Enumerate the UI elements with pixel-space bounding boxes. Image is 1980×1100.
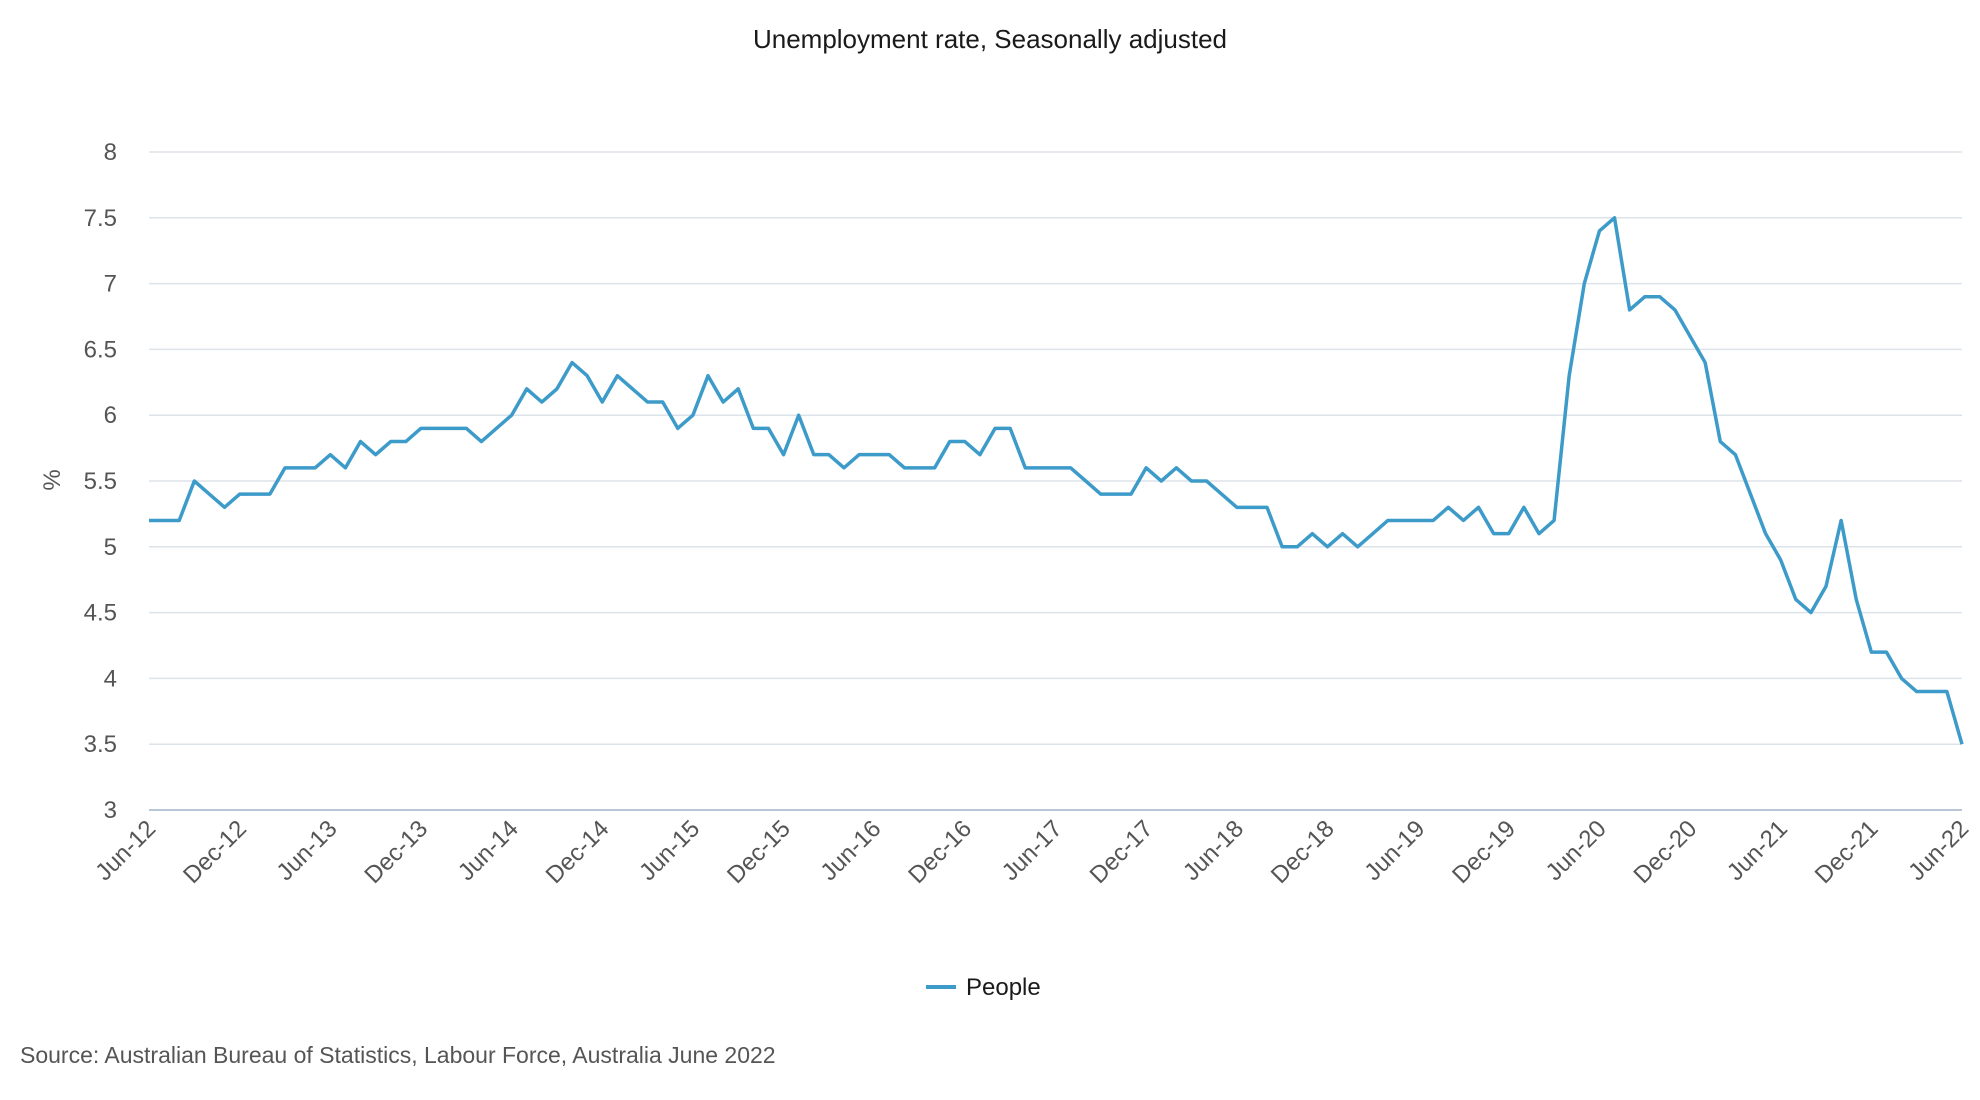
gridlines — [149, 151, 1962, 811]
x-axis-ticks: Jun-12 Dec-12 Jun-13 Dec-13 Jun-14 Dec-14 Jun-… — [90, 815, 1974, 889]
y-axis-ticks: 3 3.5 4 4.5 5 5.5 6 6.5 7 7.5 8 — [84, 139, 117, 824]
x-tick-label: Dec-21 — [1810, 815, 1884, 889]
x-tick-label: Jun-16 — [815, 815, 886, 886]
x-tick-label: Jun-15 — [634, 815, 705, 886]
y-tick-label: 5.5 — [84, 468, 117, 495]
y-tick-label: 5 — [104, 534, 117, 561]
y-tick-label: 3.5 — [84, 731, 117, 758]
y-tick-label: 8 — [104, 139, 117, 166]
source-note: Source: Australian Bureau of Statistics,… — [20, 1042, 776, 1068]
x-tick-label: Jun-14 — [453, 815, 524, 886]
x-tick-label: Dec-19 — [1447, 815, 1521, 889]
series-line-people[interactable] — [149, 216, 1964, 745]
x-tick-label: Jun-12 — [90, 815, 161, 886]
legend[interactable]: People — [926, 974, 1041, 1001]
x-tick-label: Dec-20 — [1628, 815, 1702, 889]
y-tick-label: 4 — [104, 665, 117, 692]
x-tick-label: Dec-12 — [178, 815, 252, 889]
x-tick-label: Jun-22 — [1903, 815, 1974, 886]
x-tick-label: Jun-18 — [1178, 815, 1249, 886]
series-layer — [149, 216, 1964, 745]
y-tick-label: 6.5 — [84, 336, 117, 363]
x-tick-label: Dec-14 — [541, 815, 615, 889]
y-tick-label: 7.5 — [84, 205, 117, 232]
y-axis-label: % — [39, 469, 66, 490]
y-tick-label: 3 — [104, 797, 117, 824]
x-tick-label: Dec-17 — [1085, 815, 1159, 889]
y-tick-label: 7 — [104, 271, 117, 298]
chart-title: Unemployment rate, Seasonally adjusted — [753, 24, 1227, 54]
x-tick-label: Jun-19 — [1359, 815, 1430, 886]
y-tick-label: 4.5 — [84, 600, 117, 627]
x-tick-label: Dec-16 — [903, 815, 977, 889]
x-tick-label: Jun-21 — [1722, 815, 1793, 886]
x-tick-label: Dec-18 — [1266, 815, 1340, 889]
x-tick-label: Dec-15 — [722, 815, 796, 889]
x-tick-label: Dec-13 — [359, 815, 433, 889]
x-tick-label: Jun-13 — [272, 815, 343, 886]
legend-label-people: People — [966, 974, 1041, 1001]
y-tick-label: 6 — [104, 402, 117, 429]
x-tick-label: Jun-20 — [1541, 815, 1612, 886]
x-tick-label: Jun-17 — [997, 815, 1068, 886]
